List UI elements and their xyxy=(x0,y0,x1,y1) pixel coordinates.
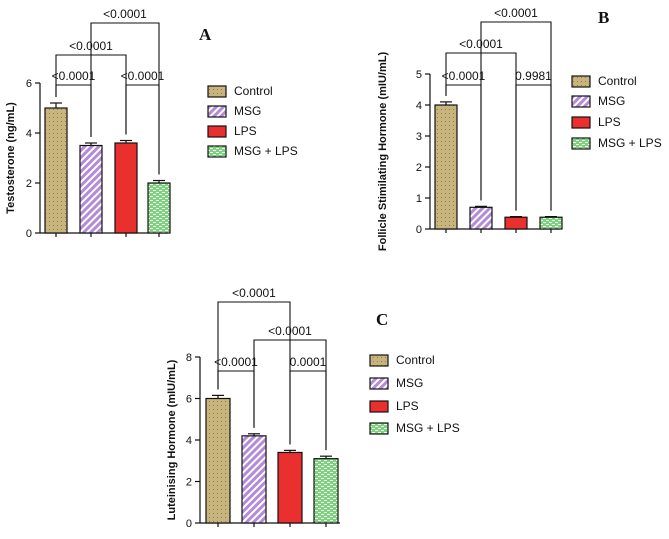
legend-swatch xyxy=(571,116,591,129)
bar-msg xyxy=(241,435,267,524)
legend-swatch xyxy=(369,354,389,367)
y-tick-label: 1 xyxy=(416,193,422,205)
bar-msg-lps xyxy=(147,182,171,234)
legend-label: MSG + LPS xyxy=(234,144,298,158)
legend-swatch xyxy=(369,377,389,390)
p-value-label: <0.0001 xyxy=(232,286,276,300)
y-tick-label: 2 xyxy=(186,477,192,489)
bar-control xyxy=(205,397,231,524)
legend-label: Control xyxy=(396,353,435,367)
significance-bracket xyxy=(515,84,552,211)
significance-bracket xyxy=(90,22,160,175)
p-value-label: 0.0001 xyxy=(290,355,327,369)
legend-swatch xyxy=(369,422,389,435)
panel-a: 0 2 4 6 Testosterone (ng/mL) <0.0001 <0.0001 <0… xyxy=(5,7,298,240)
y-tick-label: 4 xyxy=(416,100,422,112)
panel-b: 0 1 2 3 4 5 Follicle Stimilating Hormone (mIU/… xyxy=(377,6,662,251)
legend-label: MSG xyxy=(396,376,423,390)
legend-label: LPS xyxy=(396,399,419,413)
y-tick-label: 2 xyxy=(26,178,32,190)
y-axis-label-c: Luteinising Hormone (mIU/mL) xyxy=(166,359,178,520)
y-tick-label: 3 xyxy=(416,131,422,143)
legend-label: Control xyxy=(234,84,273,98)
panel-letter-a: A xyxy=(199,25,212,44)
y-axis-label-b: Follicle Stimilating Hormone (mIU/mL) xyxy=(377,52,389,252)
y-tick-label: 6 xyxy=(186,394,192,406)
legend-swatch xyxy=(207,125,227,138)
y-tick-label: 0 xyxy=(26,228,32,240)
p-value-label: <0.0001 xyxy=(214,355,258,369)
legend-label: Control xyxy=(598,74,637,88)
y-tick-label: 4 xyxy=(186,435,192,447)
bar-msg-lps xyxy=(313,458,339,524)
p-value-label: <0.0001 xyxy=(494,6,538,20)
bar-lps xyxy=(504,216,528,230)
legend-swatch xyxy=(571,75,591,88)
legend-label: MSG + LPS xyxy=(396,421,460,435)
p-value-label: <0.0001 xyxy=(103,7,147,21)
bar-msg-lps xyxy=(539,216,563,230)
y-axis-label-a: Testosterone (ng/mL) xyxy=(5,102,17,214)
legend-swatch xyxy=(207,85,227,98)
y-tick-label: 0 xyxy=(186,518,192,530)
bar-lps xyxy=(277,451,303,524)
bar-control xyxy=(434,104,458,230)
legend-swatch xyxy=(369,400,389,413)
bar-lps xyxy=(114,142,138,234)
p-value-label: 0.9981 xyxy=(515,69,552,83)
legend-label: LPS xyxy=(598,115,621,129)
legend-swatch xyxy=(207,105,227,118)
y-tick-label: 6 xyxy=(26,78,32,90)
legend-label: MSG + LPS xyxy=(598,136,662,150)
legend-swatch xyxy=(207,145,227,158)
significance-bracket xyxy=(480,21,552,211)
panel-letter-b: B xyxy=(598,8,609,27)
legend-label: MSG xyxy=(598,94,625,108)
legend-swatch xyxy=(571,95,591,108)
legend-swatch xyxy=(571,137,591,150)
legend-label: LPS xyxy=(234,124,257,138)
y-tick-label: 8 xyxy=(186,352,192,364)
bar-control xyxy=(44,107,68,234)
bar-msg xyxy=(79,144,103,234)
p-value-label: <0.0001 xyxy=(121,69,165,83)
significance-bracket xyxy=(217,301,291,445)
p-value-label: <0.0001 xyxy=(52,69,96,83)
y-tick-label: 4 xyxy=(26,128,32,140)
panel-letter-c: C xyxy=(376,310,388,329)
significance-bracket xyxy=(289,370,327,451)
y-tick-label: 0 xyxy=(416,224,422,236)
y-tick-label: 5 xyxy=(416,69,422,81)
y-tick-label: 2 xyxy=(416,162,422,174)
legend-label: MSG xyxy=(234,104,261,118)
p-value-label: <0.0001 xyxy=(442,69,486,83)
bar-msg xyxy=(469,206,493,230)
panel-c: 0 2 4 6 8 Luteinising Hormone (mIU/mL) <0.0001… xyxy=(166,286,460,530)
